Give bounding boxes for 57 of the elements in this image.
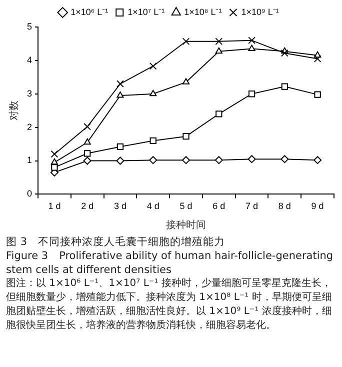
y-tick-label: 1	[26, 155, 32, 166]
point	[215, 38, 223, 46]
text: 图注：以 1×10⁶ L⁻¹、1×10⁷ L⁻¹ 接种时，少量细胞可呈零星克隆生长，但细胞数量少，增殖能力低下。接种浓度为 1×10⁸ L⁻¹ 时，早期便可呈细胞团贴壁生长，增殖活跃，细胞活性良好。以 1×10⁹ L⁻¹ 浓度接种时，细胞很快呈团生长，培养液的营养物质消耗快，细胞容易老化。	[6, 277, 333, 333]
point	[116, 156, 124, 165]
point	[150, 137, 156, 144]
point	[248, 90, 256, 98]
point	[50, 158, 58, 165]
point	[182, 133, 190, 140]
point	[214, 156, 223, 164]
y-tick-label: 5	[26, 21, 32, 32]
y-axis-title: 对数	[8, 100, 20, 121]
y-tick-label: 4	[26, 54, 32, 65]
point	[280, 49, 288, 57]
point	[281, 83, 288, 90]
point	[314, 156, 322, 164]
x-tick-label: 6 d	[212, 201, 226, 212]
x-tick-label: 8 d	[278, 201, 291, 212]
legend-label: 1×10⁸ L⁻¹	[184, 6, 222, 17]
x-tick-label: 1 d	[48, 201, 61, 212]
point	[150, 90, 157, 96]
point	[216, 110, 222, 118]
point	[84, 150, 91, 157]
x-tick-label: 3 d	[114, 201, 126, 212]
point	[149, 62, 157, 70]
x-axis-title: 接种时间	[166, 218, 206, 231]
point	[83, 156, 92, 165]
y-tick-label: 3	[26, 88, 32, 98]
legend-label: 1×10⁷ L⁻¹	[128, 6, 165, 17]
point	[248, 155, 256, 164]
point	[84, 138, 91, 145]
legend-label: 1×10⁶ L⁻¹	[70, 6, 108, 17]
point	[182, 156, 190, 164]
x-tick-label: 9 d	[311, 201, 324, 212]
text: 图 3 不同接种浓度人毛囊干细胞的增殖能力	[6, 235, 226, 249]
text: Figure 3 Proliferative ability of human hair-follicle-generating stem cells at different densities	[6, 249, 334, 277]
point	[314, 91, 321, 98]
x-tick-label: 2 d	[81, 201, 94, 212]
point	[116, 92, 124, 98]
point	[215, 47, 222, 54]
point	[50, 150, 58, 158]
point	[182, 38, 190, 46]
point	[280, 155, 289, 164]
y-tick-label: 0	[26, 188, 32, 199]
x-tick-label: 4 d	[146, 201, 160, 212]
point	[84, 122, 92, 130]
point	[182, 78, 190, 84]
point	[149, 156, 158, 164]
point	[116, 143, 124, 150]
legend-label: 1×10⁹ L⁻¹	[241, 6, 279, 17]
point	[51, 164, 58, 171]
x-tick-label: 7 d	[246, 201, 258, 212]
x-tick-label: 5 d	[180, 201, 192, 212]
point	[248, 36, 256, 44]
point	[314, 55, 322, 62]
point	[116, 80, 124, 88]
y-tick-label: 2	[26, 122, 32, 132]
point	[248, 44, 256, 51]
